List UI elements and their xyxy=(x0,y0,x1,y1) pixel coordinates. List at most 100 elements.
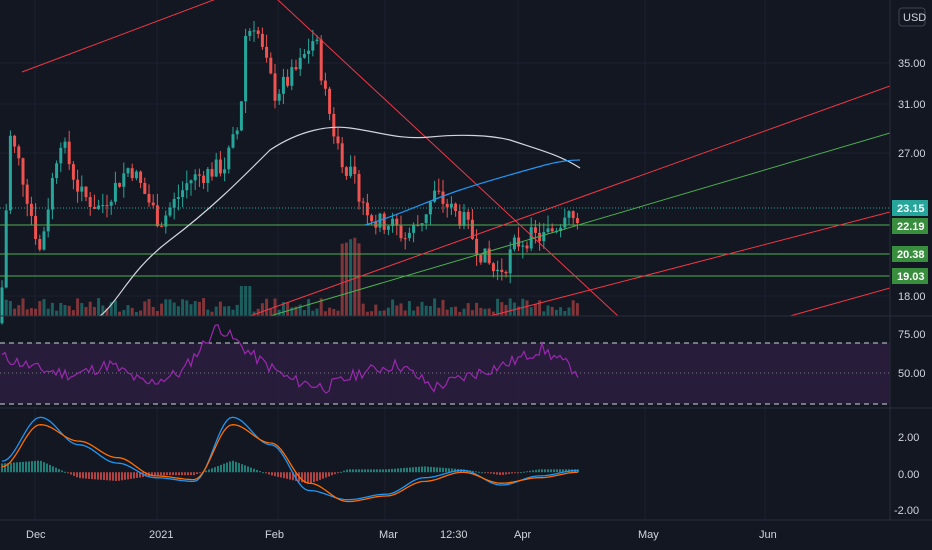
volume-bar xyxy=(294,306,298,316)
rsi-axis[interactable]: 75.00 50.00 xyxy=(898,329,926,380)
macd-histogram-bar xyxy=(19,462,21,473)
macd-histogram-bar xyxy=(496,472,498,475)
macd-histogram-bar xyxy=(91,472,93,480)
macd-histogram-bar xyxy=(10,462,12,473)
candle-body xyxy=(168,207,172,216)
candle-body xyxy=(424,214,428,224)
macd-histogram-bar xyxy=(325,472,327,478)
rsi-pane[interactable] xyxy=(0,324,890,405)
candle-body xyxy=(134,171,138,179)
grid xyxy=(0,0,890,520)
volume-bar xyxy=(428,305,432,316)
volume-bar xyxy=(319,298,323,316)
candle-body xyxy=(315,39,319,42)
time-axis[interactable]: Dec 2021 Feb Mar 12:30 Apr May Jun xyxy=(26,529,777,541)
macd-histogram-bar xyxy=(520,472,522,474)
candle-body xyxy=(4,210,8,288)
candle-body xyxy=(260,33,264,47)
trendlines[interactable] xyxy=(21,0,891,317)
macd-histogram-bar xyxy=(223,463,225,473)
volume-bar xyxy=(500,302,504,316)
candle-body xyxy=(357,174,361,202)
macd-histogram-bar xyxy=(178,472,180,476)
price-pane[interactable] xyxy=(0,0,891,325)
candle-body xyxy=(353,166,357,175)
macd-histogram-bar xyxy=(166,472,168,476)
candle-body xyxy=(214,159,218,177)
trendline-green[interactable] xyxy=(269,132,891,317)
candle-body xyxy=(286,76,290,86)
candle-body xyxy=(105,205,109,207)
macd-histogram-bar xyxy=(16,462,18,473)
candle-body xyxy=(231,134,235,148)
level-badge-22 xyxy=(892,218,928,234)
macd-histogram-bar xyxy=(322,472,324,479)
trendline-red-bottom[interactable] xyxy=(789,287,891,317)
macd-histogram-bar xyxy=(256,469,258,473)
volume-bar xyxy=(399,303,403,316)
macd-histogram-bar xyxy=(46,463,48,473)
candle-body xyxy=(88,197,92,207)
candle-body xyxy=(34,215,38,240)
candle-body xyxy=(118,182,122,187)
horizontal-levels[interactable] xyxy=(0,207,890,277)
candle-body xyxy=(449,203,453,208)
macd-histogram-bar xyxy=(379,469,381,473)
volume-bar xyxy=(475,302,479,316)
currency-badge[interactable] xyxy=(898,7,926,27)
macd-axis[interactable]: 2.00 0.00 -2.00 xyxy=(894,432,919,517)
trendline-red-top[interactable] xyxy=(21,0,240,73)
macd-histogram-bar xyxy=(547,469,549,473)
macd-histogram-bar xyxy=(163,472,165,476)
trendline-red-channel-upper[interactable] xyxy=(249,85,891,317)
volume-bar xyxy=(416,306,420,316)
time-label-dec: Dec xyxy=(26,529,46,541)
macd-histogram-bar xyxy=(433,467,435,473)
macd-histogram-bar xyxy=(448,468,450,473)
candle-body xyxy=(101,205,105,207)
macd-histogram-bar xyxy=(442,467,444,473)
price-axis[interactable]: USD 35.00 31.00 27.00 18.00 23.15 22.19 … xyxy=(892,7,928,303)
candle-body xyxy=(407,232,411,239)
sma-white-line xyxy=(99,126,581,317)
volume-bar xyxy=(8,301,12,316)
macd-histogram-bar xyxy=(172,472,174,476)
macd-histogram-bar xyxy=(562,469,564,473)
macd-histogram-bar xyxy=(412,467,414,473)
volume-bar xyxy=(55,310,59,316)
candle-body xyxy=(25,184,29,204)
candle-body xyxy=(235,130,239,135)
trendline-red-channel-lower[interactable] xyxy=(489,211,891,317)
macd-histogram-bar xyxy=(364,469,366,473)
macd-histogram-bar xyxy=(502,472,504,475)
macd-histogram-bar xyxy=(211,468,213,473)
candle-body xyxy=(340,143,344,168)
volume-bar xyxy=(63,305,67,316)
macd-pane[interactable] xyxy=(1,416,579,503)
price-tick-27: 27.00 xyxy=(898,148,926,160)
macd-histogram-bar xyxy=(265,472,267,474)
volume-bar xyxy=(504,304,508,316)
candle-body xyxy=(113,182,117,202)
level-label-19: 19.03 xyxy=(897,271,925,283)
candle-body xyxy=(202,175,206,183)
macd-histogram-bar xyxy=(205,470,207,473)
macd-histogram-bar xyxy=(424,466,426,473)
rsi-line xyxy=(1,324,579,394)
time-label-jun: Jun xyxy=(759,529,777,541)
volume-bar xyxy=(328,307,332,316)
macd-histogram-bar xyxy=(481,472,483,474)
candle-body xyxy=(139,171,143,183)
volume-bar xyxy=(42,299,46,316)
macd-histogram-bar xyxy=(268,472,270,475)
trendline-red-descending[interactable] xyxy=(277,0,619,317)
volume-bar xyxy=(46,308,50,316)
candle-body xyxy=(281,76,285,94)
macd-histogram-bar xyxy=(100,472,102,480)
volume-bar xyxy=(130,307,134,316)
volume-bar xyxy=(424,305,428,316)
volume-bar xyxy=(101,305,105,316)
candle-body xyxy=(470,219,474,239)
macd-histogram-bar xyxy=(247,466,249,473)
